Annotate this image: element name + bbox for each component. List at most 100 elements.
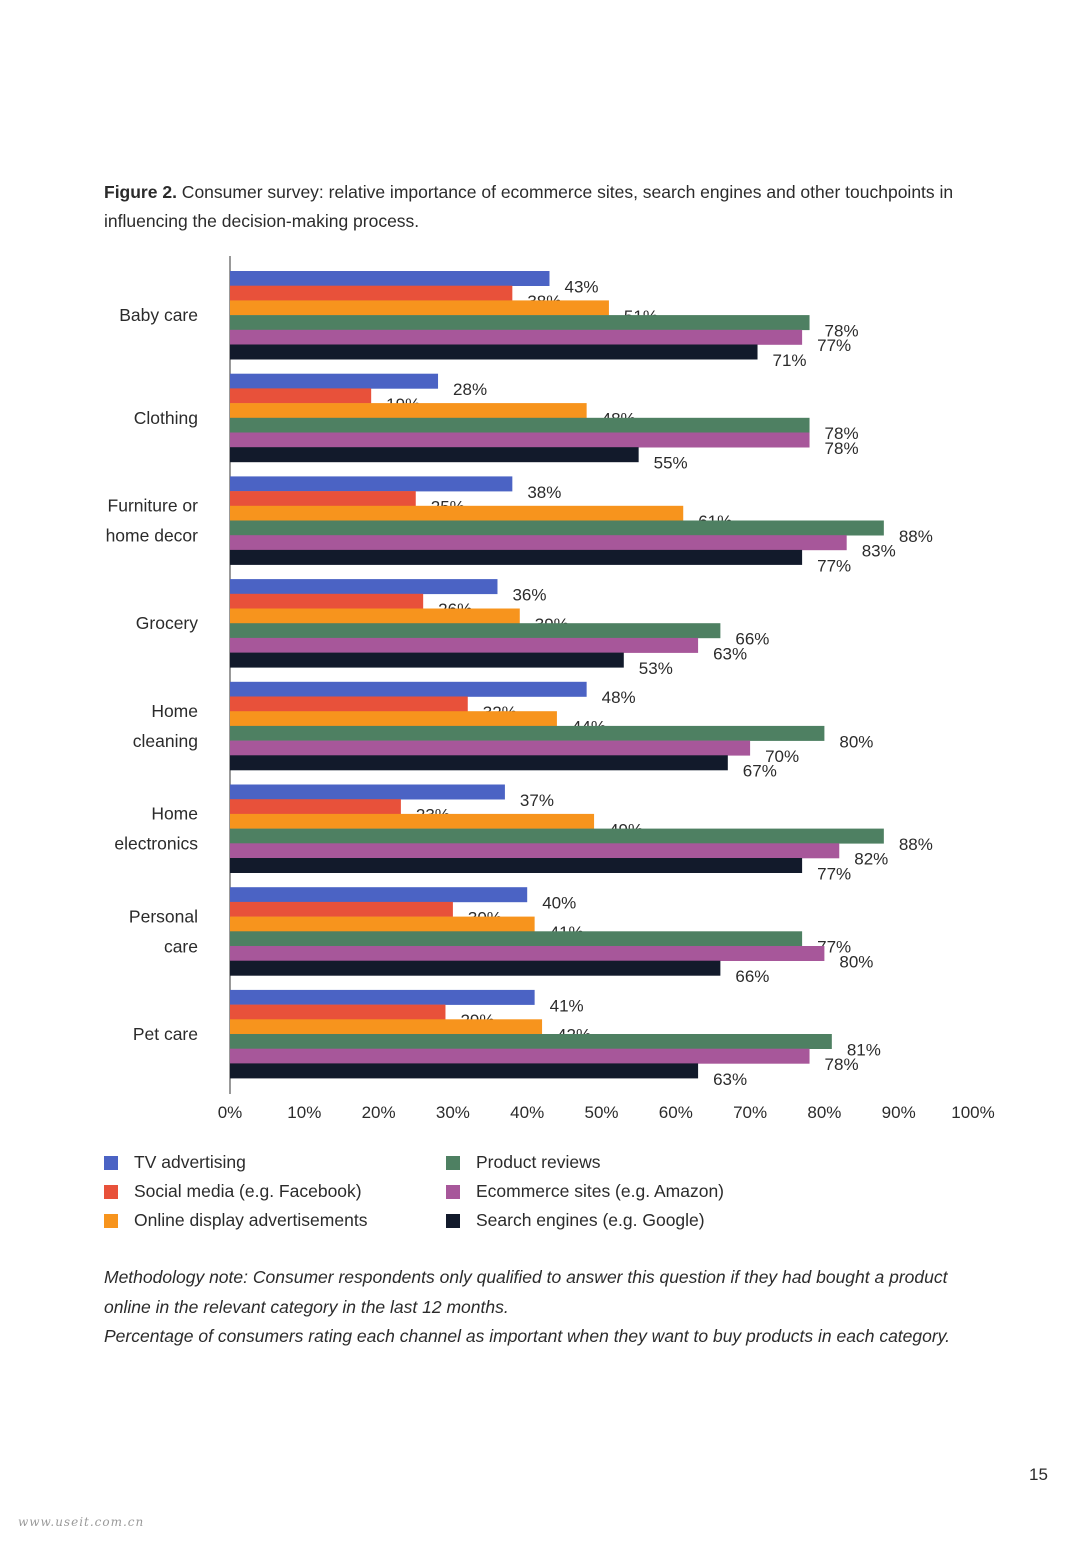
- bar: [230, 271, 550, 286]
- category-label: cleaning: [133, 731, 198, 751]
- bar: [230, 740, 751, 756]
- legend-item-product-reviews: Product reviews: [446, 1148, 724, 1177]
- x-tick-label: 100%: [951, 1103, 994, 1122]
- data-label: 77%: [817, 864, 851, 883]
- legend-item-ecommerce-sites: Ecommerce sites (e.g. Amazon): [446, 1177, 724, 1206]
- data-label: 43%: [564, 277, 598, 296]
- x-tick-label: 90%: [882, 1103, 916, 1122]
- bar: [230, 593, 424, 609]
- data-label: 28%: [453, 380, 487, 399]
- data-label: 36%: [512, 585, 546, 604]
- legend-swatch: [446, 1213, 460, 1228]
- bar: [230, 403, 587, 419]
- data-label: 77%: [817, 938, 851, 957]
- data-label: 80%: [839, 952, 873, 971]
- bar-chart: Baby care43%38%51%78%77%71%Clothing28%19…: [106, 256, 995, 1122]
- data-label: 77%: [817, 556, 851, 575]
- data-label: 88%: [899, 835, 933, 854]
- legend-item-online-display: Online display advertisements: [104, 1206, 367, 1235]
- bar: [230, 960, 721, 976]
- category-label: Baby care: [119, 305, 198, 325]
- category-label: Home: [151, 804, 198, 824]
- bar: [230, 1063, 699, 1079]
- data-label: 67%: [743, 762, 777, 781]
- category-label: home decor: [106, 526, 199, 546]
- bar: [230, 344, 758, 360]
- data-label: 71%: [773, 351, 807, 370]
- bar: [230, 549, 803, 565]
- figure-label: Figure 2.: [104, 182, 177, 202]
- bar: [230, 315, 810, 331]
- data-label: 83%: [862, 542, 896, 561]
- x-tick-label: 50%: [584, 1103, 618, 1122]
- methodology-note: Methodology note: Consumer respondents o…: [104, 1263, 1024, 1352]
- bar: [230, 813, 595, 829]
- legend-right-column: Product reviews Ecommerce sites (e.g. Am…: [446, 1148, 724, 1235]
- bar: [230, 858, 803, 873]
- data-label: 53%: [639, 659, 673, 678]
- data-label: 78%: [825, 439, 859, 458]
- x-tick-label: 70%: [733, 1103, 767, 1122]
- bar: [230, 300, 609, 316]
- bar: [230, 784, 505, 800]
- legend-label: Search engines (e.g. Google): [476, 1210, 705, 1230]
- bar: [230, 989, 535, 1005]
- legend-label: Ecommerce sites (e.g. Amazon): [476, 1181, 724, 1201]
- legend-swatch: [104, 1155, 118, 1170]
- bar: [230, 696, 468, 712]
- bar: [230, 681, 587, 697]
- data-label: 48%: [602, 688, 636, 707]
- data-label: 70%: [765, 747, 799, 766]
- bar: [230, 1019, 543, 1035]
- bar: [230, 417, 810, 433]
- category-label: Home: [151, 701, 198, 721]
- bar: [230, 505, 684, 521]
- category-label: Clothing: [134, 408, 198, 428]
- bar: [230, 901, 453, 917]
- legend-swatch: [104, 1184, 118, 1199]
- legend-swatch: [446, 1184, 460, 1199]
- x-tick-label: 80%: [807, 1103, 841, 1122]
- bar: [230, 373, 439, 389]
- bar: [230, 916, 535, 932]
- bar: [230, 799, 401, 815]
- data-label: 77%: [817, 336, 851, 355]
- bar: [230, 579, 498, 595]
- legend-swatch: [446, 1155, 460, 1170]
- legend-label: Product reviews: [476, 1152, 601, 1172]
- legend-item-social-media: Social media (e.g. Facebook): [104, 1177, 367, 1206]
- data-label: 81%: [847, 1040, 881, 1059]
- data-label: 37%: [520, 791, 554, 810]
- x-tick-label: 40%: [510, 1103, 544, 1122]
- bar: [230, 623, 721, 639]
- category-label: Pet care: [133, 1024, 198, 1044]
- legend-label: Social media (e.g. Facebook): [134, 1181, 362, 1201]
- note-line-3: Percentage of consumers rating each chan…: [104, 1326, 950, 1346]
- data-label: 66%: [735, 967, 769, 986]
- data-label: 66%: [735, 630, 769, 649]
- bar: [230, 711, 557, 727]
- bar: [230, 447, 639, 463]
- category-label: electronics: [114, 834, 198, 854]
- bar: [230, 1034, 832, 1049]
- data-label: 78%: [825, 424, 859, 443]
- legend-item-tv-advertising: TV advertising: [104, 1148, 367, 1177]
- x-tick-label: 10%: [287, 1103, 321, 1122]
- bar: [230, 388, 372, 404]
- bar: [230, 1048, 810, 1064]
- note-line-2: online in the relevant category in the l…: [104, 1296, 509, 1317]
- bar: [230, 608, 520, 624]
- bar: [230, 931, 803, 947]
- data-label: 63%: [713, 644, 747, 663]
- data-label: 82%: [854, 850, 888, 869]
- bar: [230, 755, 728, 771]
- bar: [230, 329, 803, 345]
- legend-label: Online display advertisements: [134, 1210, 368, 1230]
- bar: [230, 476, 513, 492]
- bar: [230, 887, 528, 903]
- legend-swatch: [104, 1213, 118, 1228]
- category-label: Grocery: [136, 613, 198, 633]
- x-tick-label: 30%: [436, 1103, 470, 1122]
- legend-label: TV advertising: [134, 1152, 246, 1172]
- category-label: care: [164, 936, 198, 956]
